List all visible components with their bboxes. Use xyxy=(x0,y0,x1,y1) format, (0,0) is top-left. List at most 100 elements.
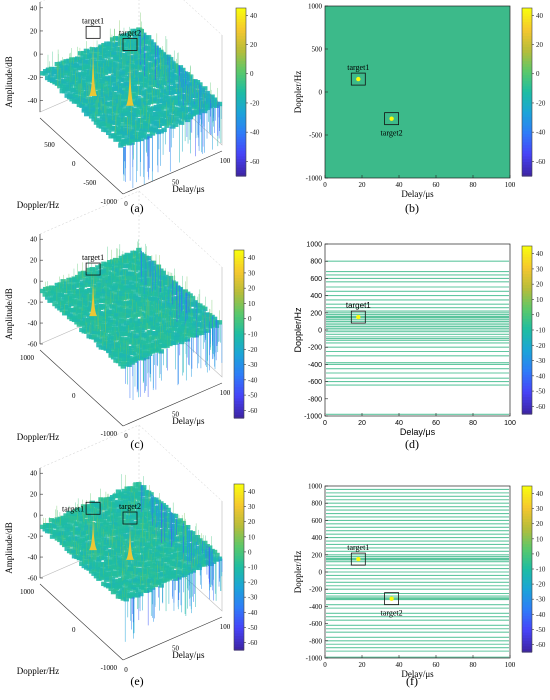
surface-cell xyxy=(165,552,171,557)
colorbar-swatch xyxy=(522,268,532,272)
surface-cell xyxy=(160,544,167,549)
surface-cell xyxy=(47,298,53,303)
target-label: target2 xyxy=(119,28,141,37)
colorbar-swatch xyxy=(236,117,246,121)
colorbar-swatch xyxy=(234,367,244,371)
surface-cell xyxy=(88,530,95,536)
surface-cell xyxy=(193,328,200,333)
surface-cell xyxy=(109,326,115,332)
surface-cell xyxy=(132,554,138,559)
surface-cell xyxy=(62,535,69,541)
colorbar-swatch xyxy=(522,148,532,152)
surface-cell xyxy=(119,311,125,316)
surface-cell xyxy=(131,285,137,290)
surface-cell xyxy=(98,282,105,288)
surface-cell xyxy=(118,76,125,81)
surface-cell xyxy=(125,65,132,70)
surface-cell xyxy=(178,573,185,578)
surface-cell xyxy=(80,274,86,279)
surface-cell xyxy=(148,80,154,85)
surface-cell xyxy=(156,83,162,89)
surface-cell xyxy=(150,106,157,111)
colorbar-swatch xyxy=(234,412,244,416)
surface-cell xyxy=(137,342,143,347)
surface-cell xyxy=(134,283,140,288)
surface-cell xyxy=(129,80,135,85)
surface-cell xyxy=(82,106,88,111)
surface-cell xyxy=(92,47,98,53)
colorbar-swatch xyxy=(234,322,244,327)
surface-cell xyxy=(202,106,209,111)
surface-cell xyxy=(87,560,93,565)
surface-cell xyxy=(131,577,138,582)
surface-cell xyxy=(65,536,72,542)
colorbar-swatch xyxy=(234,331,244,335)
surface-cell xyxy=(120,286,126,292)
surface-cell xyxy=(93,284,99,289)
surface-cell xyxy=(109,259,116,264)
surface-cell xyxy=(163,113,169,119)
surface-cell xyxy=(107,96,114,101)
surface-cell xyxy=(121,33,128,39)
surface-cell xyxy=(165,570,172,575)
surface-cell xyxy=(202,108,208,114)
colorbar-swatch xyxy=(522,33,532,37)
colorbar-swatch xyxy=(522,36,532,40)
surface-cell xyxy=(107,341,113,346)
surface-cell xyxy=(113,55,119,61)
colorbar-swatch xyxy=(236,92,246,96)
surface-cell xyxy=(134,535,140,540)
surface-cell xyxy=(162,320,168,325)
surface-cell xyxy=(94,531,100,536)
surface-cell xyxy=(82,101,88,106)
surface-cell xyxy=(80,50,87,56)
surface-cell xyxy=(112,282,118,287)
surface-cell xyxy=(77,533,83,539)
surface-cell xyxy=(185,331,191,336)
surface-cell xyxy=(169,560,175,566)
colorbar-swatch xyxy=(236,30,246,34)
surface-cell xyxy=(185,543,191,548)
colorbar-swatch xyxy=(522,97,532,101)
surface-cell xyxy=(84,85,91,90)
surface-cell xyxy=(133,47,140,52)
surface-cell xyxy=(199,544,205,550)
surface-cell xyxy=(115,260,121,266)
surface-cell xyxy=(205,328,211,333)
surface-cell xyxy=(109,556,116,561)
surface-cell xyxy=(124,336,130,342)
plot-panel-(b): 0 20 40 60 80 10010005000-500-1000Delay/μsDop… xyxy=(293,3,516,200)
colorbar-swatch xyxy=(522,10,532,15)
colorbar-swatch xyxy=(522,380,532,384)
colorbar-swatch xyxy=(236,100,246,104)
surface-cell xyxy=(136,518,143,524)
surface-cell xyxy=(118,491,125,496)
surface-cell xyxy=(149,316,155,321)
surface-cell xyxy=(93,79,100,85)
surface-cell xyxy=(185,309,191,314)
colorbar-swatch xyxy=(236,52,246,57)
surface-cell xyxy=(104,262,110,267)
colorbar-swatch xyxy=(522,302,532,306)
colorbar-tick-label: -20 xyxy=(536,99,546,107)
surface-cell xyxy=(150,557,157,563)
surface-cell xyxy=(145,100,152,105)
surface-cell xyxy=(138,330,145,336)
surface-cell xyxy=(153,45,159,50)
surface-cell xyxy=(137,98,144,103)
surface-cell xyxy=(126,262,132,267)
surface-cell xyxy=(121,359,127,364)
surface-cell xyxy=(121,316,127,322)
surface-cell xyxy=(170,299,176,305)
surface-cell xyxy=(88,275,95,280)
surface-cell xyxy=(91,113,98,118)
surface-cell xyxy=(165,549,172,555)
surface-cell xyxy=(133,524,139,529)
colorbar-swatch xyxy=(522,344,532,348)
surface-cell xyxy=(136,85,143,91)
colorbar-swatch xyxy=(236,145,246,149)
surface-cell xyxy=(86,503,93,509)
surface-cell xyxy=(131,126,137,132)
surface-cell xyxy=(47,74,54,80)
surface-cell xyxy=(42,69,49,74)
